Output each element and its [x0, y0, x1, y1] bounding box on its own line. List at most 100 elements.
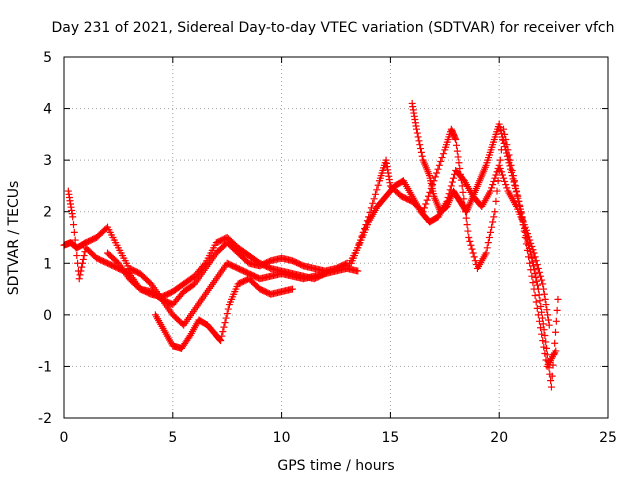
y-tick-label: 1	[43, 256, 52, 272]
data-point-fill	[543, 351, 551, 359]
data-point	[75, 275, 83, 283]
data-point-fill	[471, 257, 479, 265]
data-point-fill	[462, 214, 470, 222]
data-point	[545, 321, 553, 329]
y-tick-label: 4	[43, 102, 52, 118]
data-point	[288, 285, 296, 293]
data-point	[502, 146, 510, 154]
data-point-fill	[435, 161, 443, 169]
grid-layer	[64, 57, 608, 418]
data-point-fill	[497, 126, 505, 134]
data-point	[491, 208, 499, 216]
data-point-fill	[489, 218, 497, 226]
data-point	[465, 234, 473, 241]
data-point	[521, 228, 529, 236]
data-point-fill	[439, 150, 447, 158]
data-point-fill	[549, 361, 557, 369]
data-point-fill	[490, 213, 498, 221]
data-point-fill	[543, 344, 551, 352]
data-point-fill	[526, 248, 534, 256]
data-point-fill	[525, 244, 533, 252]
data-point-fill	[537, 272, 545, 280]
data-point-fill	[77, 267, 85, 275]
data-point-fill	[539, 320, 547, 328]
data-point-fill	[493, 187, 501, 195]
data-point-fill	[438, 154, 446, 162]
data-point-fill	[200, 261, 208, 269]
data-point	[515, 197, 523, 205]
data-point-fill	[507, 165, 515, 173]
chart-title: Day 231 of 2021, Sidereal Day-to-day VTE…	[51, 20, 614, 36]
data-point-fill	[552, 317, 560, 325]
data-point	[482, 249, 490, 257]
series-track-g	[408, 99, 562, 391]
data-point-fill	[504, 155, 512, 163]
data-point-fill	[513, 191, 521, 199]
data-point-fill	[511, 181, 519, 189]
data-point-fill	[486, 228, 494, 236]
y-axis-label: SDTVAR / TECUs	[6, 181, 22, 296]
data-point-fill	[466, 237, 474, 245]
plot-frame	[63, 56, 609, 419]
data-point-fill	[224, 305, 232, 313]
y-tick-label: -2	[38, 411, 52, 427]
data-point-fill	[544, 311, 552, 319]
data-point-fill	[534, 281, 542, 289]
data-point-fill	[72, 244, 80, 252]
data-point-fill	[520, 221, 528, 229]
data-point-fill	[552, 328, 560, 336]
data-point-fill	[370, 195, 378, 203]
data-point-fill	[524, 238, 532, 246]
data-point-fill	[529, 258, 537, 266]
x-tick-label: 5	[168, 430, 177, 446]
data-point-fill	[510, 178, 518, 186]
data-point-fill	[533, 304, 541, 312]
data-point-fill	[498, 171, 506, 179]
data-point-fill	[522, 232, 530, 240]
data-point-fill	[551, 339, 559, 347]
data-point-fill	[437, 157, 445, 165]
data-point-fill	[452, 141, 460, 149]
data-point-fill	[496, 123, 504, 131]
data-point-fill	[520, 224, 528, 232]
data-point-fill	[527, 251, 535, 259]
data-point-fill	[536, 297, 544, 305]
data-point-fill	[503, 152, 511, 160]
series-track-d	[151, 275, 296, 352]
data-point	[534, 285, 542, 293]
data-point-fill	[423, 196, 431, 204]
data-point	[69, 213, 77, 221]
data-point-fill	[371, 190, 379, 198]
data-point-fill	[532, 273, 540, 281]
data-point-fill	[547, 377, 555, 385]
data-point-fill	[73, 252, 81, 260]
data-point-fill	[374, 181, 382, 189]
data-point-fill	[367, 204, 375, 212]
data-point-fill	[531, 292, 539, 300]
data-point-fill	[502, 181, 510, 189]
data-point-fill	[514, 194, 522, 202]
data-point-fill	[545, 364, 553, 372]
data-point-fill	[501, 143, 509, 151]
axes-layer: 0 5 10 15 20 25 -2 -1 0 1 2 3 4 5	[38, 50, 617, 446]
data-point-fill	[529, 279, 537, 287]
data-point	[354, 267, 362, 275]
x-tick-label: 15	[381, 430, 399, 446]
data-point-fill	[550, 350, 558, 358]
data-point-fill	[78, 259, 86, 267]
data-point	[486, 187, 494, 195]
y-tick-label: -1	[38, 359, 52, 375]
data-point-fill	[544, 316, 552, 324]
data-point-fill	[538, 276, 546, 284]
data-point-fill	[490, 177, 498, 185]
data-point-fill	[516, 201, 524, 209]
data-point-fill	[548, 372, 556, 380]
data-point-fill	[492, 197, 500, 205]
data-point-fill	[415, 137, 423, 145]
data-point-fill	[80, 252, 88, 260]
data-point-fill	[530, 266, 538, 274]
data-point-fill	[496, 165, 504, 173]
data-point-fill	[468, 245, 476, 253]
data-point-fill	[529, 262, 537, 270]
series-layer	[60, 99, 562, 391]
